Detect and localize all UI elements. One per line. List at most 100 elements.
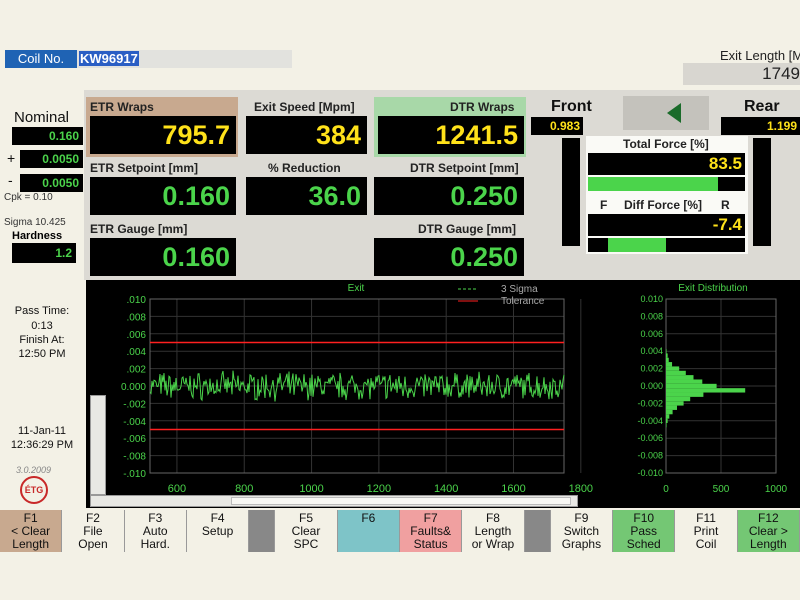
dist-bar [666,422,667,428]
dist-y-tick-label: -0.008 [637,451,663,461]
nominal-value: 0.160 [12,127,83,145]
exit-length-value: 1749 [683,63,800,85]
exit-y-tick-label: .002 [127,365,147,376]
dist-y-tick-label: 0.006 [640,329,663,339]
total-force-label: Total Force [%] [623,137,709,151]
fkey-key: F3 [148,511,163,525]
fkey-line2: Open [78,537,108,551]
direction-indicator [623,96,709,130]
fkey-f6[interactable]: F6 [337,510,400,552]
fkey-line2: Graphs [561,537,602,551]
fkey-key: F1 [23,511,38,525]
hardness-value: 1.2 [12,243,76,263]
legend-tolerance-label: Tolerance [501,296,545,307]
exit-chart-title: Exit [348,283,365,294]
fkey-line2: Length [12,537,49,551]
dist-bar [666,357,669,363]
fkey-f7[interactable]: F7 Faults& Status [400,510,463,552]
total-force-bar [588,177,745,191]
dist-bar [666,370,686,376]
reduction-label: % Reduction [268,161,341,175]
dtr-gauge-value: 0.250 [374,238,524,276]
dist-bar [666,401,684,406]
dist-bar [666,383,717,389]
dtr-setpoint-value: 0.250 [374,177,524,215]
fkey-f11[interactable]: F11 Print Coil [675,510,738,552]
fkey-f9[interactable]: F9 Switch Graphs [550,510,614,552]
exit-x-tick-label: 1600 [501,483,525,495]
dist-y-tick-label: 0.000 [640,381,663,391]
fkey-f8[interactable]: F8 Length or Wrap [462,510,525,552]
cpk-text: Cpk = 0.10 [4,192,53,203]
fkey-f10[interactable]: F10 Pass Sched [613,510,676,552]
dist-y-tick-label: -0.010 [637,468,663,478]
fkey-spacer [249,510,276,552]
exit-y-tick-label: 0.000 [121,382,146,393]
fkey-line2: Status [413,537,448,551]
front-value: 0.983 [531,117,583,135]
fkey-f2[interactable]: F2 File Open [62,510,125,552]
fkey-line1: Clear [291,524,321,538]
fkey-line2: Hard. [140,537,170,551]
fkey-f5[interactable]: F5 Clear SPC [275,510,338,552]
rear-value: 1.199 [721,117,800,135]
exit-length-label: Exit Length [M [720,48,800,63]
etr-setpoint-label: ETR Setpoint [mm] [90,161,198,175]
dist-y-tick-label: -0.002 [637,398,663,408]
front-label: Front [551,98,592,115]
exit-y-tick-label: -.006 [123,434,146,445]
fkey-f3[interactable]: F3 Auto Hard. [124,510,187,552]
fkey-line1: Clear > [748,524,788,538]
fkey-f4[interactable]: F4 Setup [186,510,250,552]
horizontal-scrollbar[interactable] [90,495,578,507]
dist-bar [666,362,673,367]
fkey-line2: SPC [293,537,319,551]
charts-svg: Exit .010 .008 .006 .004 .002 0.000 -.002 -.004 -… [121,283,788,495]
dist-bar [666,366,680,371]
fkey-line2: Length [749,537,787,551]
dist-y-tick-label: 0.008 [640,311,663,321]
fkey-line1: File [83,524,103,538]
exit-x-tick-label: 600 [168,483,186,495]
horizontal-scrollbar-thumb[interactable] [231,497,571,505]
fkey-line1: Setup [201,524,234,538]
exit-x-tick-label: 1000 [299,483,323,495]
fkey-line1: Switch [563,524,600,538]
etg-logo-text: ÉTG [24,485,44,495]
dist-y-tick-label: 0.004 [640,346,663,356]
dist-bar [666,409,673,415]
fkey-line1: Length [474,524,512,538]
time-text: 12:36:29 PM [10,439,74,451]
total-force-value: 83.5 [588,153,745,175]
vertical-scrollbar[interactable] [90,395,106,495]
fkey-spacer [524,510,551,552]
fkey-f12[interactable]: F12 Clear > Length [737,510,800,552]
dist-bar [666,388,746,393]
dist-bar [666,392,704,397]
minus-sign: - [8,172,13,188]
dist-bar [666,405,677,410]
dtr-wraps-value: 1241.5 [378,116,524,154]
exit-plot-frame [149,298,565,474]
fkey-line2: Sched [626,537,661,551]
diff-force-bar [588,238,745,252]
coil-number-field[interactable]: KW96917 [77,50,292,68]
exit-y-tick-label: .004 [127,347,147,358]
exit-x-tick-label: 1200 [367,483,391,495]
etr-gauge-value: 0.160 [90,238,236,276]
diff-force-bar-fill [608,238,667,252]
coil-number-value: KW96917 [79,51,139,66]
dtr-gauge-label: DTR Gauge [mm] [418,222,517,236]
fkey-key: F4 [210,511,225,525]
pass-time-label: Pass Time: [14,305,70,317]
diff-force-value: -7.4 [588,214,745,236]
fkey-f1[interactable]: F1 < Clear Length [0,510,63,552]
exit-y-tick-label: .006 [127,330,147,341]
dist-bar [666,375,694,380]
exit-series-line [149,370,565,402]
rear-short-label: R [721,198,730,212]
pass-time-value: 0:13 [31,320,53,332]
fkey-key: F2 [85,511,100,525]
fkey-line1: Pass [630,524,658,538]
sigma-text: Sigma 10.425 [4,217,66,228]
